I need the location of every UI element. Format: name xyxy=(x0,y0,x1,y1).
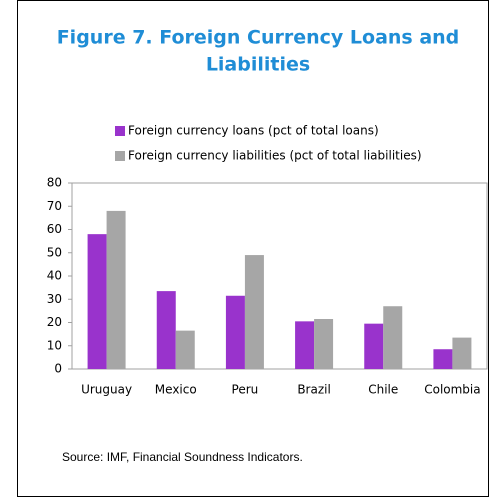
x-tick-label: Mexico xyxy=(155,383,197,397)
y-tick-label: 40 xyxy=(47,269,62,283)
x-tick-label: Uruguay xyxy=(81,383,132,397)
y-tick-label: 60 xyxy=(47,222,62,236)
bar xyxy=(383,306,403,369)
bar xyxy=(364,323,384,369)
bar xyxy=(295,321,315,369)
y-tick-label: 50 xyxy=(47,245,62,259)
bar xyxy=(156,291,176,369)
bar xyxy=(433,349,453,369)
legend-label: Foreign currency loans (pct of total loa… xyxy=(128,124,379,138)
bar xyxy=(87,234,107,369)
source-note: Source: IMF, Financial Soundness Indicat… xyxy=(62,450,303,464)
x-tick-label: Peru xyxy=(232,383,259,397)
x-tick-label: Chile xyxy=(368,383,398,397)
bar xyxy=(225,295,245,369)
x-tick-label: Brazil xyxy=(297,383,331,397)
legend-swatch xyxy=(115,151,125,161)
x-tick-label: Colombia xyxy=(424,383,480,397)
y-tick-label: 30 xyxy=(47,292,62,306)
legend-swatch xyxy=(115,126,125,136)
bar xyxy=(314,319,334,369)
bar xyxy=(452,337,472,369)
bar xyxy=(175,330,195,369)
plot-frame xyxy=(71,182,488,370)
chart-title: Figure 7. Foreign Currency Loans and xyxy=(57,27,460,49)
bar xyxy=(106,210,126,369)
y-tick-label: 20 xyxy=(47,315,62,329)
y-tick-label: 10 xyxy=(47,338,62,352)
y-tick-label: 0 xyxy=(54,362,62,376)
y-tick-label: 70 xyxy=(47,199,62,213)
y-tick-label: 80 xyxy=(47,176,62,190)
bar xyxy=(244,255,264,369)
chart-title: Liabilities xyxy=(206,54,310,76)
legend-label: Foreign currency liabilities (pct of tot… xyxy=(128,149,422,163)
